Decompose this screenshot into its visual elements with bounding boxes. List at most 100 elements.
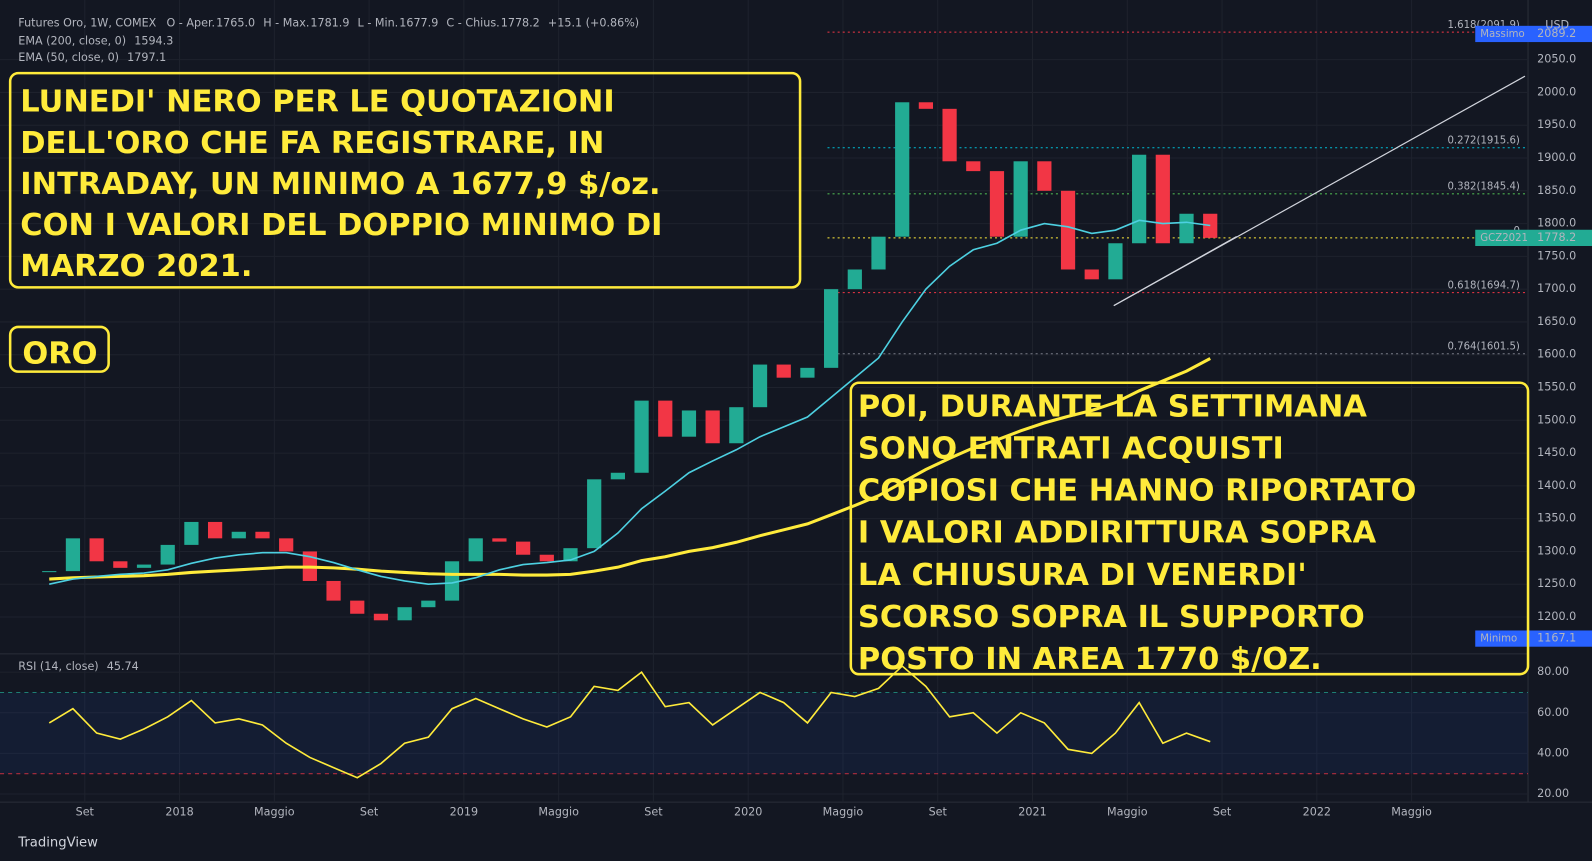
x-tick-label: Set [76, 805, 95, 818]
series-line [49, 219, 1211, 586]
candle-body [824, 289, 839, 368]
candle-body [350, 600, 365, 614]
price-label-box [1475, 630, 1592, 647]
candle-body [966, 161, 981, 172]
y-tick-label: 1950.0 [1537, 118, 1576, 131]
candle-body [634, 400, 649, 473]
candle-body [136, 564, 152, 568]
candle-body [776, 364, 791, 378]
price-label-value: 2089.2 [1537, 27, 1576, 40]
candle-body [444, 561, 460, 601]
y-tick-label: 1350.0 [1537, 512, 1576, 525]
y-tick-label: 1900.0 [1537, 151, 1576, 164]
candle-body [255, 531, 270, 539]
candle-body [1155, 154, 1170, 244]
candle-body [871, 236, 886, 270]
legend-name: EMA (200, close, 0) [18, 35, 126, 48]
candle-body [847, 269, 862, 290]
x-tick-label: Maggio [254, 805, 295, 818]
legend-value: 1797.1 [127, 51, 166, 64]
y-tick-label: 1400.0 [1537, 479, 1576, 492]
candle-body [279, 538, 294, 552]
candle-body [397, 607, 412, 621]
legend-name: EMA (50, close, 0) [18, 51, 119, 64]
price-label-value: 1167.1 [1537, 632, 1576, 645]
y-tick-label: 1800.0 [1537, 217, 1576, 230]
rsi-band [0, 692, 1529, 774]
y-tick-label: 60.00 [1537, 706, 1569, 719]
candle-body [1084, 269, 1099, 280]
candle-body [1132, 154, 1147, 244]
fib-label: 0.618(1694.7) [1447, 281, 1519, 292]
ohlc-item: 1765.0 [216, 16, 255, 29]
y-tick-label: 1700.0 [1537, 282, 1576, 295]
y-tick-label: 40.00 [1537, 746, 1569, 759]
legend-name: RSI (14, close) [18, 660, 98, 673]
candle-body [587, 479, 602, 549]
annotation-line: COPIOSI CHE HANNO RIPORTATO [858, 474, 1416, 509]
x-tick-label: 2019 [450, 805, 478, 818]
price-label-name: Massimo [1480, 29, 1524, 40]
x-tick-label: Set [360, 805, 379, 818]
y-tick-label: 1750.0 [1537, 249, 1576, 262]
plot [42, 31, 1529, 779]
candle-body [207, 521, 223, 539]
ohlc-item: H - Max. [263, 16, 309, 29]
annotation-line: SCORSO SOPRA IL SUPPORTO [858, 600, 1365, 635]
ohlc-item: O - Aper. [166, 16, 215, 29]
grid [0, 0, 1529, 803]
candle-body [468, 538, 483, 562]
legend-value: 45.74 [107, 660, 139, 673]
x-tick-label: 2018 [165, 805, 193, 818]
candle-body [42, 571, 57, 573]
candle-body [705, 410, 720, 444]
candle-body [113, 561, 128, 568]
price-label-value: 1778.2 [1537, 231, 1576, 244]
ohlc-item: 1778.2 [501, 16, 540, 29]
candle-body [231, 531, 246, 539]
y-tick-label: 1500.0 [1537, 413, 1576, 426]
tag-text: ORO [22, 336, 97, 371]
annotations: LUNEDI' NERO PER LE QUOTAZIONI DELL'ORO C… [20, 85, 1416, 677]
fib-label: 0.382(1845.4) [1447, 182, 1519, 193]
candle-body [895, 102, 910, 237]
candle-body [918, 102, 933, 109]
candle-body [1013, 161, 1028, 237]
header-symbol: Futures Oro, 1W, COMEX [18, 16, 156, 29]
candle-body [65, 538, 81, 572]
annotation-line: LA CHIUSURA DI VENERDI' [858, 558, 1307, 593]
annotation-box [8, 325, 110, 373]
annotation-line: LUNEDI' NERO PER LE QUOTAZIONI [20, 85, 614, 120]
y-tick-label: 2050.0 [1537, 53, 1576, 66]
candle-body [1037, 161, 1052, 191]
candle-body [1203, 213, 1218, 238]
candle-body [184, 521, 199, 545]
fib-label: 0.272(1915.6) [1447, 136, 1519, 147]
x-tick-label: Maggio [1391, 805, 1432, 818]
header-ohlc: O - Aper. 1765.0 H - Max. 1781.9 L - Min. 167… [166, 16, 639, 29]
y-tick-label: 1200.0 [1537, 610, 1576, 623]
x-tick-label: Set [929, 805, 948, 818]
y-tick-label: 1250.0 [1537, 577, 1576, 590]
candle-body [1108, 243, 1123, 280]
fib-label: 0.764(1601.5) [1447, 342, 1519, 353]
candle-body [1060, 190, 1076, 270]
trend-line [1113, 236, 1237, 307]
annotation-line: POSTO IN AREA 1770 $/OZ. [858, 642, 1322, 677]
x-tick-label: 2022 [1303, 805, 1331, 818]
x-tick-label: 2021 [1018, 805, 1046, 818]
y-tick-label: 20.00 [1537, 787, 1569, 800]
y-tick-label: 1550.0 [1537, 381, 1576, 394]
x-tick-label: Set [1213, 805, 1232, 818]
candle-body [373, 613, 389, 621]
y-tick-label: 1850.0 [1537, 184, 1576, 197]
brand: TradingView [17, 836, 98, 851]
annotation-line: SONO ENTRATI ACQUISTI [858, 431, 1284, 466]
ohlc-item: L - Min. [358, 16, 399, 29]
currency: USD [1545, 18, 1569, 31]
ohlc-item: C - Chius. [446, 16, 499, 29]
y-tick-label: 1650.0 [1537, 315, 1576, 328]
annotation-line: CON I VALORI DEL DOPPIO MINIMO DI [20, 208, 662, 243]
